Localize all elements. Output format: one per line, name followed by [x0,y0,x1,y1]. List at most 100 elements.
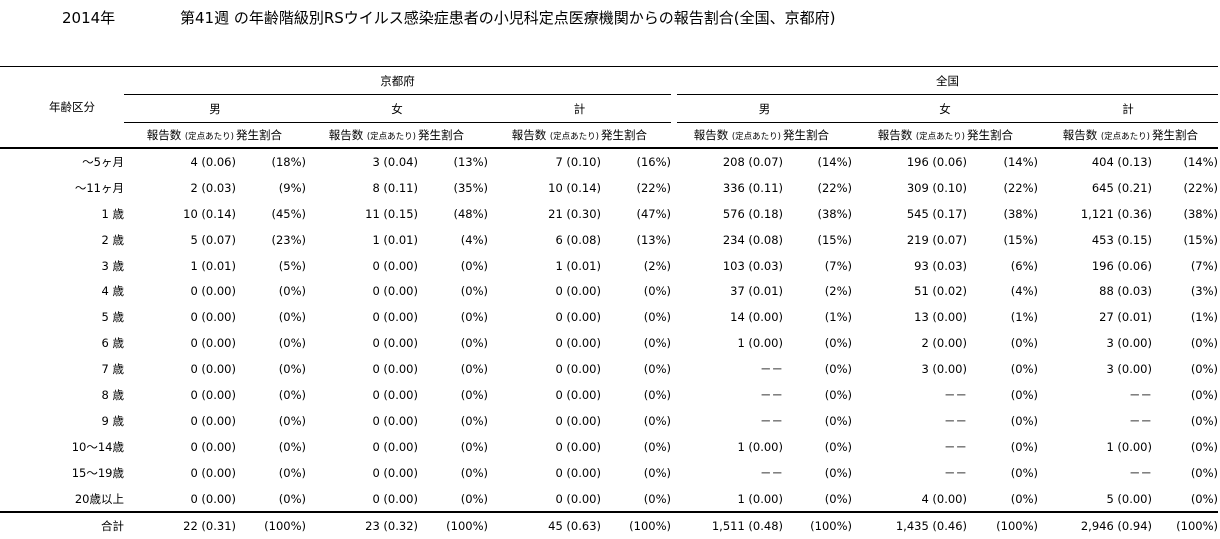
subheader-count-national-female: 報告数 (定点あたり) [852,123,967,149]
rate-cell-kyoto-male: (0%) [278,439,306,454]
age-label: 4 歳 [101,284,124,299]
region-header-kyoto: 京都府 [124,66,671,95]
count-cell-national-female: 545 (0.17) [906,206,967,221]
total-label: 合計 [0,511,124,539]
count-cell-national-total: 1,121 (0.36) [1080,206,1152,221]
report-header: 2014年 第41週 の年齢階級別RSウイルス感染症患者の小児科定点医療機関から… [0,0,1220,40]
count-cell-national-male: 234 (0.08) [722,232,783,247]
subheader-count-kyoto-female: 報告数 (定点あたり) [306,123,418,149]
count-cell-national-female: 219 (0.07) [906,232,967,247]
subheader-per-site-label: (定点あたり) [915,132,965,142]
subheader-count-label: 報告数 [328,128,364,142]
table-row: 6 歳 0 (0.00) (0%) 0 (0.00) (0%) 0 (0.00) (0%) 1… [0,330,1219,356]
rate-cell-national-male: (0%) [824,439,852,454]
rate-cell-kyoto-male: (9%) [278,180,306,195]
rate-cell-national-male: (0%) [824,387,852,402]
count-cell-kyoto-male: 10 (0.14) [183,206,236,221]
count-cell-kyoto-total: 0 (0.00) [555,362,601,377]
rate-cell-national-female: (0%) [1010,491,1038,506]
rate-cell-kyoto-female: (4%) [460,232,488,247]
count-cell-kyoto-total: 0 (0.00) [555,439,601,454]
table-row: 3 歳 1 (0.01) (5%) 0 (0.00) (0%) 1 (0.01) (2%) 1… [0,253,1219,279]
rate-cell-national-total: (7%) [1190,258,1219,273]
age-label: 6 歳 [101,336,124,351]
count-cell-national-female: 93 (0.03) [914,258,967,273]
table-row: 5 歳 0 (0.00) (0%) 0 (0.00) (0%) 0 (0.00) (0%) 1… [0,304,1219,330]
count-cell-national-female: 3 (0.00) [921,362,967,377]
count-cell-kyoto-total: 10 (0.14) [548,180,601,195]
count-cell-national-male: 37 (0.01) [730,284,783,299]
count-cell-national-total: 27 (0.01) [1099,310,1152,325]
subheader-count-label: 報告数 [146,128,182,142]
count-cell-national-male: 1 (0.00) [737,336,783,351]
age-label: 5 歳 [101,310,124,325]
rate-cell-national-female: (15%) [1003,232,1038,247]
rate-cell-kyoto-male: (0%) [278,413,306,428]
rate-cell-kyoto-male: (100%) [236,511,306,539]
age-label: 15～19歳 [71,465,124,480]
table-row: 2 歳 5 (0.07) (23%) 1 (0.01) (4%) 6 (0.08) (13%… [0,227,1219,253]
rate-cell-national-female: (0%) [1010,336,1038,351]
rate-cell-national-female: (100%) [967,511,1038,539]
rate-cell-kyoto-female: (0%) [460,258,488,273]
rate-cell-kyoto-male: (0%) [278,284,306,299]
report-title: 第41週 の年齢階級別RSウイルス感染症患者の小児科定点医療機関からの報告割合(… [180,9,836,27]
rate-cell-kyoto-male: (0%) [278,336,306,351]
count-cell-kyoto-male: 22 (0.31) [124,511,236,539]
subheader-per-site-label: (定点あたり) [366,132,416,142]
column-gap [671,66,677,95]
sex-header-kyoto-total: 計 [488,94,671,123]
count-cell-national-total: 3 (0.00) [1106,336,1152,351]
age-label: ～11ヶ月 [74,180,124,195]
table-row: 10～14歳 0 (0.00) (0%) 0 (0.00) (0%) 0 (0.00) (0… [0,434,1218,460]
age-group-header: 年齢区分 [0,66,124,148]
rate-cell-kyoto-female: (0%) [460,284,488,299]
count-cell-national-male: 208 (0.07) [722,154,783,169]
rate-cell-national-total: (0%) [1190,413,1219,428]
count-cell-national-total: －－ [1129,387,1152,402]
rate-cell-kyoto-male: (5%) [278,258,306,273]
rate-cell-kyoto-female: (0%) [460,413,488,428]
rate-cell-kyoto-male: (0%) [278,310,306,325]
count-cell-national-female: 2 (0.00) [921,336,967,351]
count-cell-kyoto-male: 0 (0.00) [190,362,236,377]
count-cell-kyoto-total: 21 (0.30) [548,206,601,221]
table-row: 15～19歳 0 (0.00) (0%) 0 (0.00) (0%) 0 (0.00) (0… [0,460,1218,486]
rate-cell-national-female: (6%) [1010,258,1038,273]
rate-cell-kyoto-female: (100%) [418,511,488,539]
count-cell-kyoto-male: 5 (0.07) [190,232,236,247]
count-cell-kyoto-male: 0 (0.00) [190,284,236,299]
rate-cell-national-male: (2%) [824,284,852,299]
rate-cell-kyoto-female: (48%) [453,206,488,221]
count-cell-national-total: 1 (0.00) [1106,439,1152,454]
rate-cell-kyoto-total: (0%) [643,310,671,325]
subheader-rate-national-male: 発生割合 [783,128,829,142]
rate-cell-kyoto-male: (23%) [271,232,306,247]
count-cell-kyoto-total: 0 (0.00) [555,387,601,402]
rate-cell-kyoto-total: (2%) [643,258,671,273]
rate-cell-national-male: (100%) [783,511,852,539]
rate-cell-national-male: (7%) [824,258,852,273]
rate-cell-national-total: (0%) [1190,439,1219,454]
rate-cell-national-male: (0%) [824,491,852,506]
count-cell-national-female: －－ [944,413,967,428]
rate-cell-kyoto-male: (0%) [278,465,306,480]
subheader-count-national-male: 報告数 (定点あたり) [677,123,783,149]
count-cell-national-male: －－ [760,387,783,402]
count-cell-national-total: 5 (0.00) [1106,491,1152,506]
rate-cell-kyoto-female: (13%) [453,154,488,169]
subheader-count-label: 報告数 [1062,128,1098,142]
rate-cell-kyoto-total: (22%) [636,180,671,195]
rate-cell-kyoto-total: (0%) [643,439,671,454]
rate-cell-kyoto-total: (47%) [636,206,671,221]
rate-cell-national-female: (0%) [1010,439,1038,454]
count-cell-national-male: 103 (0.03) [722,258,783,273]
rate-cell-kyoto-male: (0%) [278,491,306,506]
rate-cell-kyoto-total: (13%) [636,232,671,247]
rate-cell-kyoto-total: (0%) [643,336,671,351]
sex-header-national-female: 女 [852,94,1038,123]
rate-cell-national-female: (22%) [1003,180,1038,195]
rate-cell-kyoto-female: (0%) [460,310,488,325]
count-cell-national-male: 14 (0.00) [730,310,783,325]
count-cell-kyoto-total: 0 (0.00) [555,413,601,428]
